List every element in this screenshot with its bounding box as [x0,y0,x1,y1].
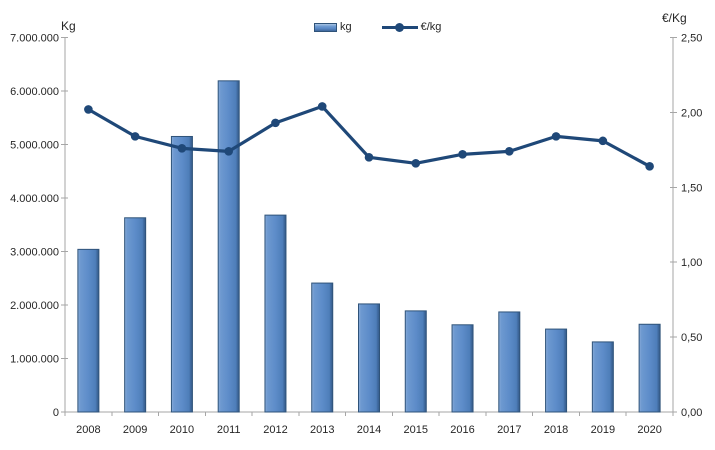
line-point-2015 [411,159,421,168]
x-axis-category-label: 2018 [544,424,568,436]
right-axis-tick-label: 0,00 [681,407,702,419]
left-axis-tick-label: 3.000.000 [10,247,59,259]
legend-eur-per-kg-label: €/kg [420,21,442,33]
line-point-2019 [598,136,608,146]
line-layer [84,102,654,171]
line-point-2020 [645,162,654,171]
x-axis-category-label: 2012 [263,424,287,436]
x-axis-category-label: 2016 [450,424,474,436]
bar-2009 [124,217,147,413]
line-point-2016 [458,150,467,159]
line-point-2009 [130,132,140,141]
left-axis-tick-label: 2.000.000 [10,300,59,312]
bar-2008 [77,248,100,413]
line-point-2012 [271,118,280,128]
x-axis-category-label: 2009 [123,424,147,436]
x-axis-category-label: 2015 [404,424,428,436]
left-axis-tick-label: 5.000.000 [10,140,59,152]
legend-line-swatch-icon [381,22,418,32]
bar-2013 [311,282,334,413]
x-axis-category-label: 2010 [170,424,194,436]
right-axis-tick-label: 2,00 [681,107,702,119]
x-axis-category-label: 2020 [637,424,661,436]
bar-2011 [217,80,240,413]
left-axis-tick-label: 7.000.000 [10,33,59,45]
line-point-2010 [177,144,187,153]
bars-layer [77,80,661,413]
right-axis-tick-label: 0,50 [681,332,702,344]
x-axis-category-label: 2008 [76,424,100,436]
right-axis-tick-label: 1,50 [681,182,702,194]
left-axis-title: Kg [61,19,76,33]
line-point-2011 [224,147,233,156]
left-axis-tick-label: 1.000.000 [10,354,59,366]
legend-kg-label: kg [340,21,352,33]
right-axis-tick-label: 1,00 [681,257,702,269]
line-point-2018 [551,132,561,141]
legend-bar-swatch-icon [314,22,337,32]
bar-2015 [404,310,427,413]
right-axis-title: €/Kg [662,11,687,25]
bar-2019 [591,341,614,413]
bar-2020 [638,323,661,413]
line-point-2008 [84,105,93,114]
x-axis-category-label: 2013 [310,424,334,436]
legend: kg €/kg [314,20,441,34]
bar-2017 [498,311,521,413]
left-axis-tick-label: 4.000.000 [10,193,59,205]
left-axis-tick-label: 0 [53,407,59,419]
bar-2010 [170,135,193,413]
x-axis-category-label: 2011 [217,424,241,436]
x-axis-category-label: 2014 [357,424,381,436]
bar-2012 [264,214,287,413]
right-axis-tick-label: 2,50 [681,33,702,45]
bar-2014 [358,303,380,413]
line-point-2014 [364,153,374,162]
line-point-2017 [505,147,514,156]
x-axis-category-label: 2017 [497,424,521,436]
line-point-2013 [317,102,327,111]
left-axis-tick-label: 6.000.000 [10,86,59,98]
x-axis-category-label: 2019 [591,424,615,436]
bar-2016 [451,324,474,413]
bar-2018 [545,328,568,413]
